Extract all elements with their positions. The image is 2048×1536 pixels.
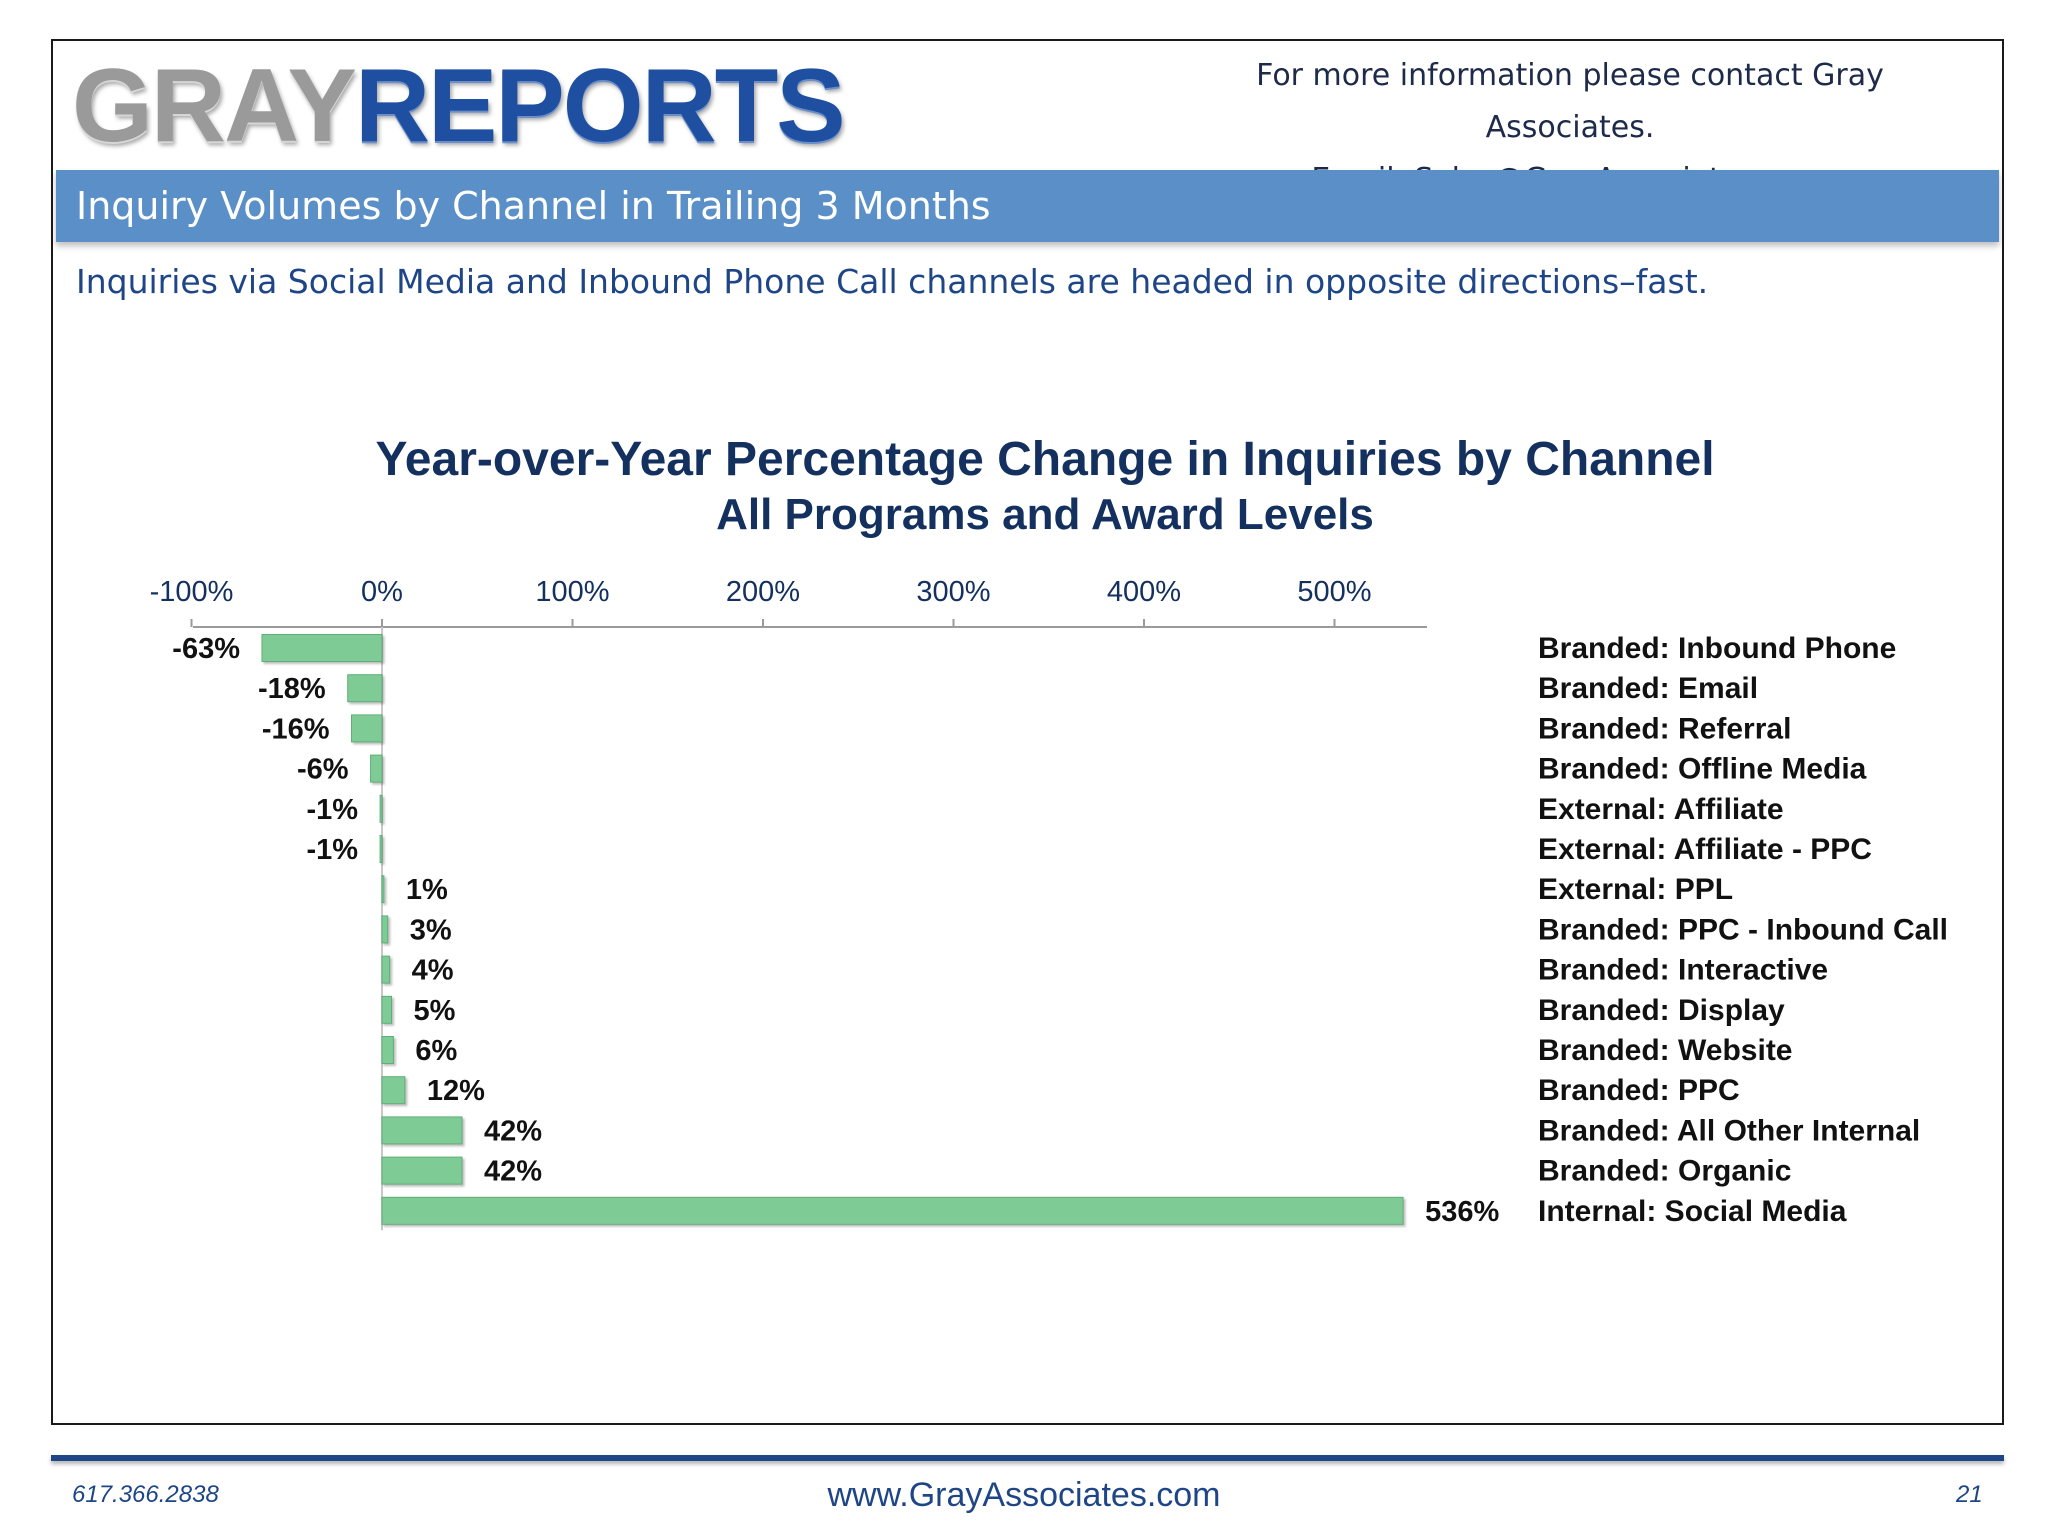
bar (379, 794, 383, 823)
chart-title: Year-over-Year Percentage Change in Inqu… (375, 433, 1715, 486)
logo-reports-text: REPORTS (354, 48, 846, 164)
bar-value-label: 6% (415, 1035, 457, 1067)
bar (381, 1156, 463, 1185)
x-tick-label: 500% (1297, 576, 1371, 608)
bar (381, 1116, 463, 1145)
category-label: Branded: All Other Internal (1538, 1114, 1920, 1147)
bar-value-label: -6% (297, 754, 349, 786)
category-label: Branded: Website (1538, 1034, 1793, 1067)
bar (381, 915, 389, 944)
footer-url-link[interactable]: www.GrayAssociates.com (827, 1476, 1221, 1514)
bar-value-label: -1% (307, 834, 359, 866)
category-label: Branded: Interactive (1538, 954, 1828, 987)
category-label: Branded: Offline Media (1538, 753, 1867, 786)
bar (347, 674, 383, 703)
bar (381, 995, 393, 1024)
section-banner: Inquiry Volumes by Channel in Trailing 3… (56, 170, 1999, 242)
bar (381, 955, 391, 984)
logo-gray-text: GRAY (72, 48, 357, 164)
bar-value-label: -63% (172, 633, 240, 665)
bar-value-label: 1% (406, 874, 448, 906)
grayreports-logo: GRAYREPORTS (72, 54, 846, 158)
category-label: Branded: Organic (1538, 1155, 1791, 1188)
bar-value-label: -18% (258, 673, 326, 705)
category-label: External: Affiliate (1538, 793, 1784, 826)
category-label: Branded: PPC - Inbound Call (1538, 913, 1948, 946)
bar-value-label: 5% (414, 995, 456, 1027)
banner-title: Inquiry Volumes by Channel in Trailing 3… (76, 184, 991, 228)
x-tick-label: -100% (150, 576, 234, 608)
bar-value-label: -16% (262, 713, 330, 745)
bar (381, 875, 385, 904)
bar-value-label: 12% (427, 1075, 485, 1107)
category-label: Branded: Inbound Phone (1538, 632, 1896, 665)
bar-value-label: 42% (484, 1115, 542, 1147)
x-tick-label: 200% (726, 576, 800, 608)
bar-value-label: 536% (1425, 1196, 1499, 1228)
bar-value-label: 42% (484, 1156, 542, 1188)
bar (370, 754, 383, 783)
bar (381, 1076, 406, 1105)
x-tick-label: 100% (535, 576, 609, 608)
contact-line: For more information please contact Gray… (1256, 58, 1884, 145)
footer-divider (51, 1455, 2004, 1461)
bar-value-label: -1% (307, 794, 359, 826)
category-label: External: Affiliate - PPC (1538, 833, 1872, 866)
bar (381, 1036, 394, 1064)
category-label: Branded: Email (1538, 672, 1758, 705)
category-label: Branded: PPC (1538, 1074, 1740, 1107)
bar (261, 634, 383, 662)
bar-value-label: 4% (412, 955, 454, 987)
x-tick-label: 0% (361, 576, 403, 608)
category-label: Branded: Referral (1538, 712, 1791, 745)
footer-phone: 617.366.2838 (72, 1481, 219, 1508)
bar (381, 1196, 1404, 1225)
bar (351, 714, 383, 743)
chart-subtitle: All Programs and Award Levels (716, 490, 1374, 539)
bar-value-label: 3% (410, 914, 452, 946)
bar (379, 835, 383, 863)
category-label: External: PPL (1538, 873, 1733, 906)
category-label: Internal: Social Media (1538, 1195, 1847, 1228)
page-subtitle: Inquiries via Social Media and Inbound P… (76, 262, 1709, 301)
page-number: 21 (1956, 1481, 1983, 1508)
x-tick-label: 400% (1107, 576, 1181, 608)
x-tick-label: 300% (916, 576, 990, 608)
category-label: Branded: Display (1538, 994, 1785, 1027)
